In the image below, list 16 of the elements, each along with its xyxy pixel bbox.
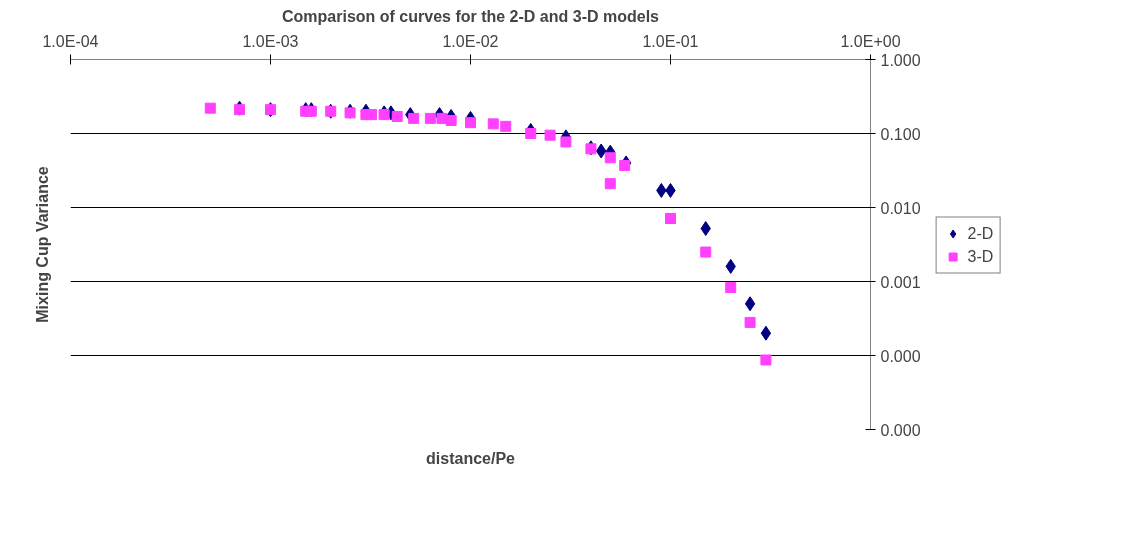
x-tick-label: 1.0E-01 bbox=[642, 32, 699, 50]
y-axis-title: Mixing Cup Variance bbox=[33, 166, 51, 323]
legend-label: 2-D bbox=[967, 224, 994, 242]
y-tick-label: 1.000 bbox=[880, 51, 921, 69]
x-tick-label: 1.0E-02 bbox=[442, 32, 499, 50]
y-tick-label: 0.010 bbox=[880, 199, 921, 217]
y-tick-label: 0.100 bbox=[880, 125, 921, 143]
x-tick-label: 1.0E-04 bbox=[42, 32, 99, 50]
x-tick-label: 1.0E-03 bbox=[242, 32, 299, 50]
y-tick-label: 0.001 bbox=[880, 273, 921, 291]
y-tick-label: 0.000 bbox=[880, 421, 921, 439]
x-tick-label: 1.0E+00 bbox=[840, 32, 901, 50]
legend-label: 3-D bbox=[967, 247, 994, 265]
y-tick-label: 0.000 bbox=[880, 347, 921, 365]
chart-title: Comparison of curves for the 2-D and 3-D models bbox=[282, 7, 660, 25]
x-axis-title: distance/Pe bbox=[426, 449, 516, 467]
